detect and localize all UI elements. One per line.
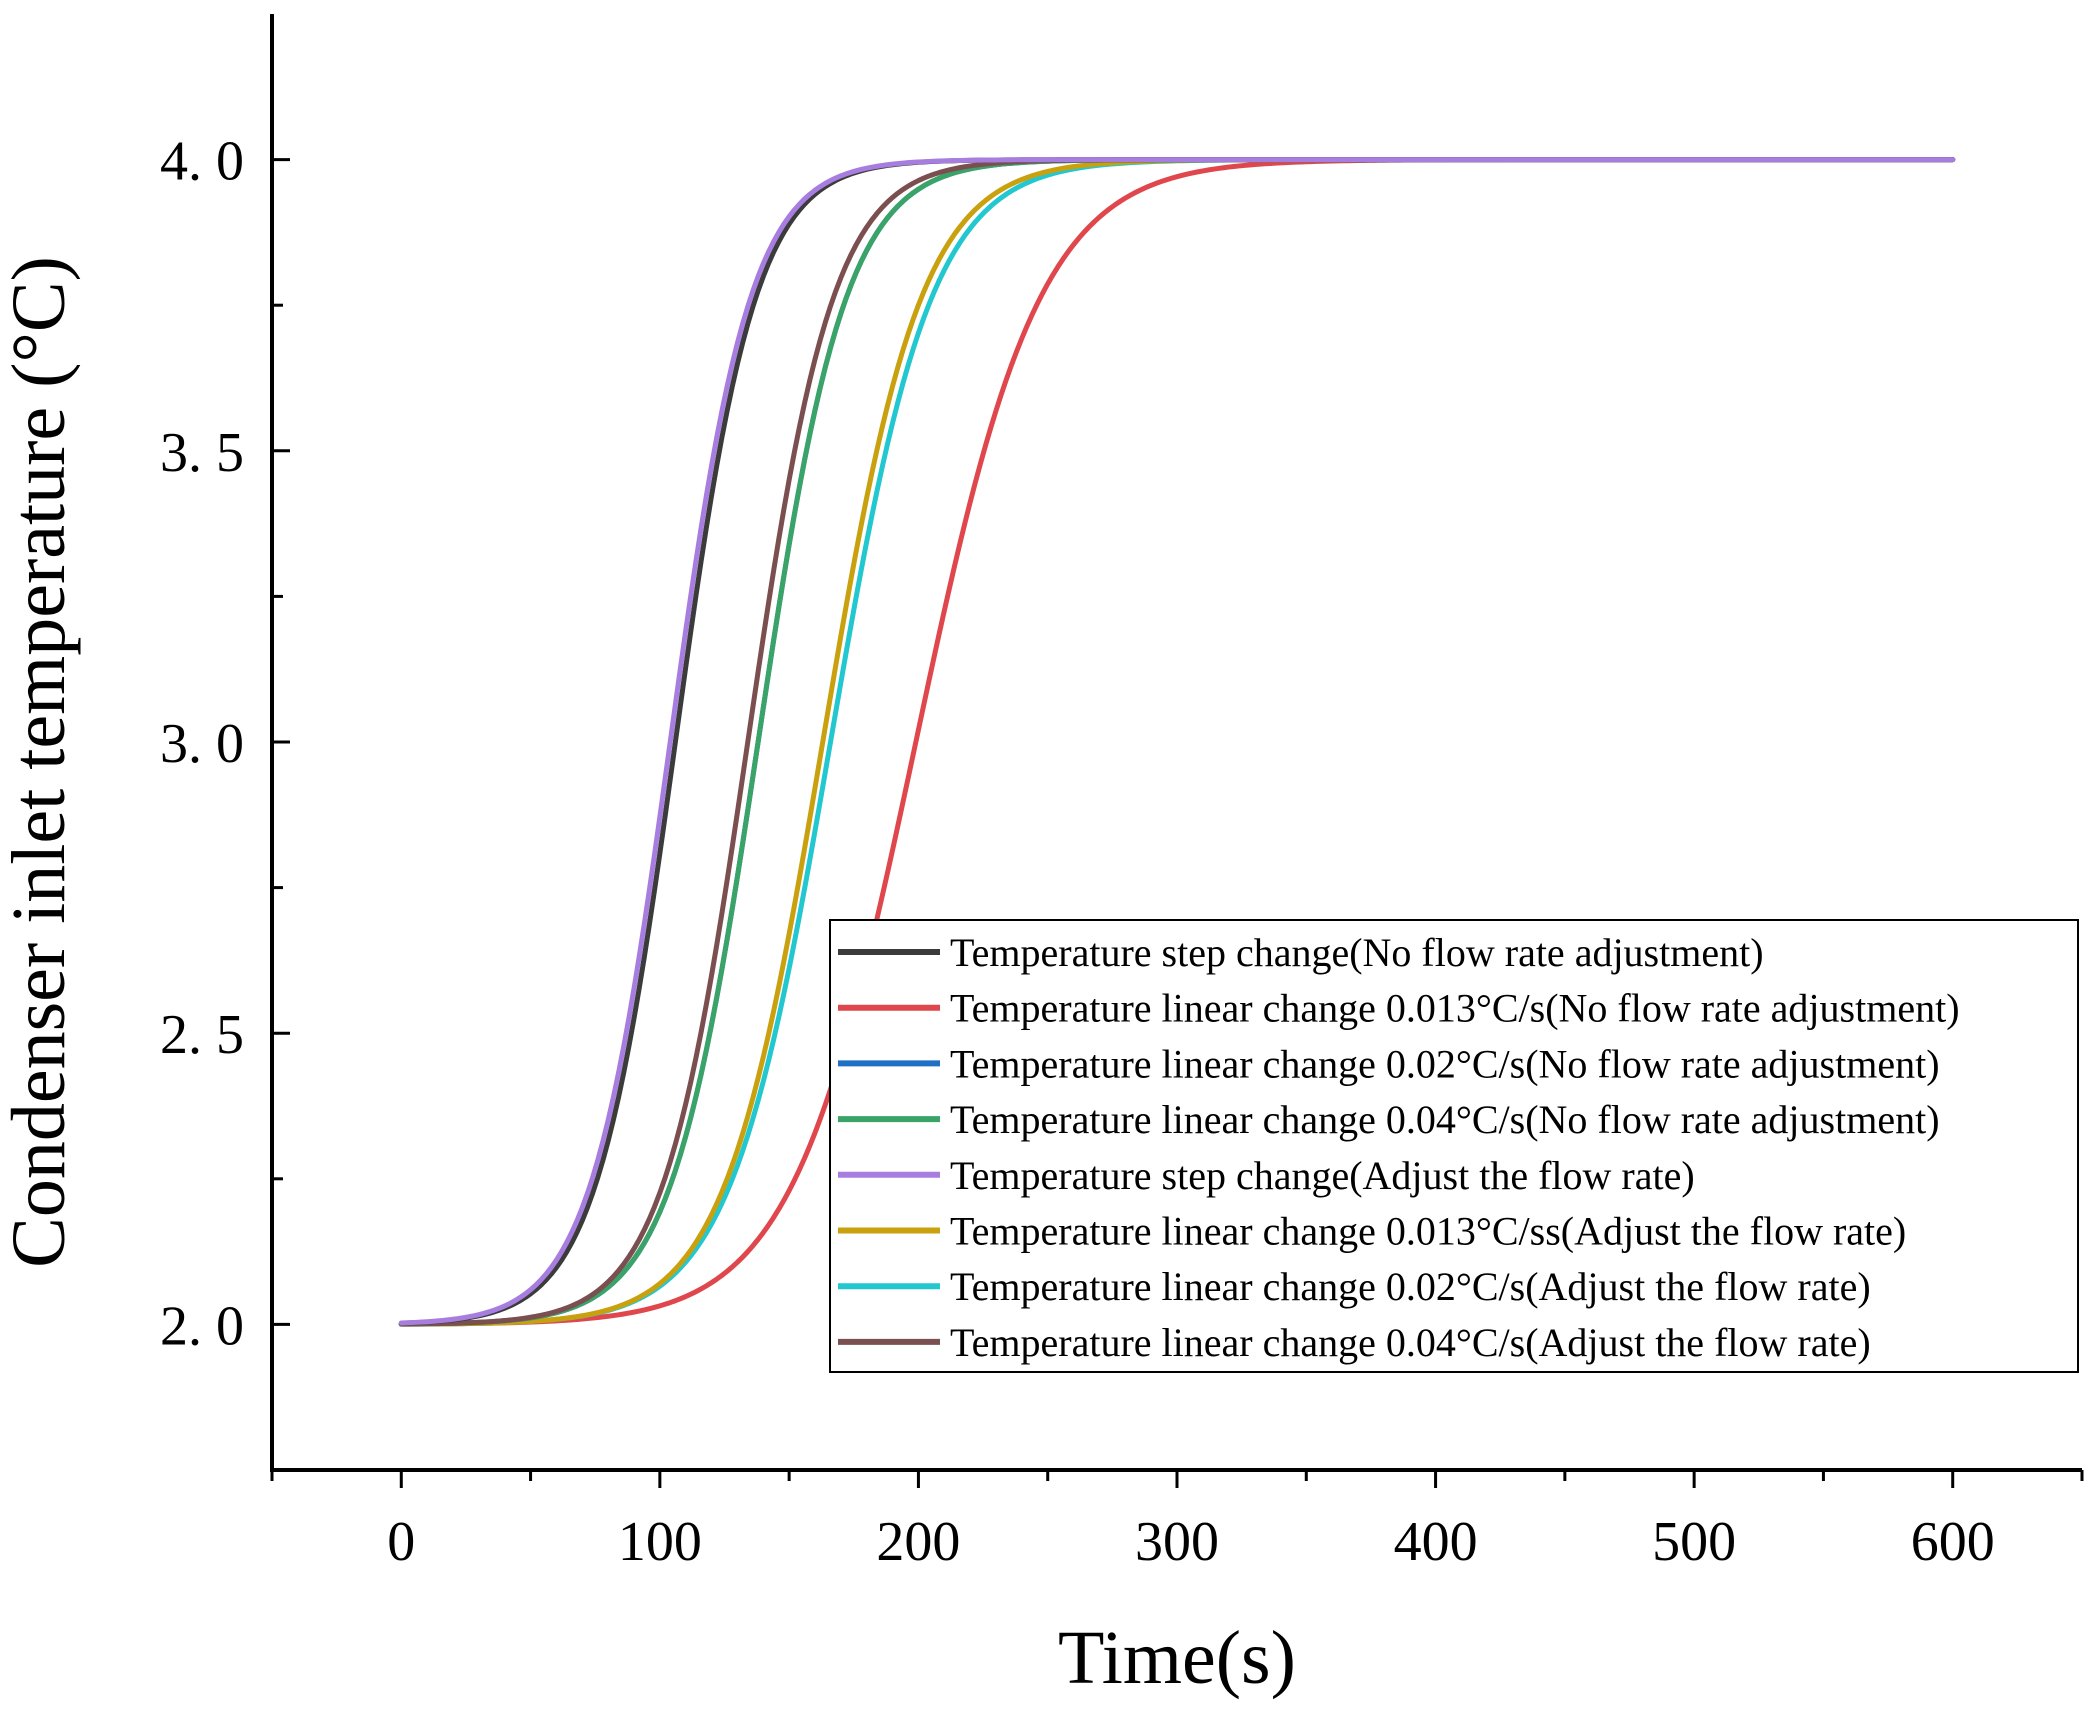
legend: Temperature step change(No flow rate adj… xyxy=(829,919,2079,1373)
x-tick-label: 400 xyxy=(1394,1511,1478,1573)
x-tick-label: 300 xyxy=(1135,1511,1219,1573)
legend-label-7: Temperature linear change 0.02°C/s(Adjus… xyxy=(950,1264,1871,1309)
legend-label-3: Temperature linear change 0.02°C/s(No fl… xyxy=(950,1041,1940,1086)
legend-label-2: Temperature linear change 0.013°C/s(No f… xyxy=(950,986,1960,1031)
x-axis-title: Time(s) xyxy=(1058,1616,1296,1700)
y-axis-title: Condenser inlet temperature (°C) xyxy=(0,256,81,1268)
y-tick-label: 2. 5 xyxy=(160,1004,244,1066)
y-tick-label: 3. 5 xyxy=(160,422,244,484)
x-tick-label: 200 xyxy=(876,1511,960,1573)
legend-label-5: Temperature step change(Adjust the flow … xyxy=(950,1153,1695,1198)
series-line-5 xyxy=(398,157,1956,1326)
legend-label-4: Temperature linear change 0.04°C/s(No fl… xyxy=(950,1097,1940,1142)
ticks-layer: 0 100 200 300 400 500 600 2. 0 2. 5 3. 0 3. 5 4. 0 xyxy=(160,131,2084,1573)
y-tick-label: 2. 0 xyxy=(160,1295,244,1357)
x-tick-label: 500 xyxy=(1652,1511,1736,1573)
legend-box xyxy=(829,919,2079,1373)
y-tick-label: 4. 0 xyxy=(160,131,244,193)
legend-label-6: Temperature linear change 0.013°C/ss(Adj… xyxy=(950,1209,1906,1254)
x-tick-label: 0 xyxy=(387,1511,415,1573)
legend-label-1: Temperature step change(No flow rate adj… xyxy=(950,930,1764,975)
legend-label-8: Temperature linear change 0.04°C/s(Adjus… xyxy=(950,1320,1871,1365)
series-layer xyxy=(398,157,1956,1327)
y-tick-label: 3. 0 xyxy=(160,713,244,775)
x-tick-label: 100 xyxy=(618,1511,702,1573)
x-tick-label: 600 xyxy=(1911,1511,1995,1573)
